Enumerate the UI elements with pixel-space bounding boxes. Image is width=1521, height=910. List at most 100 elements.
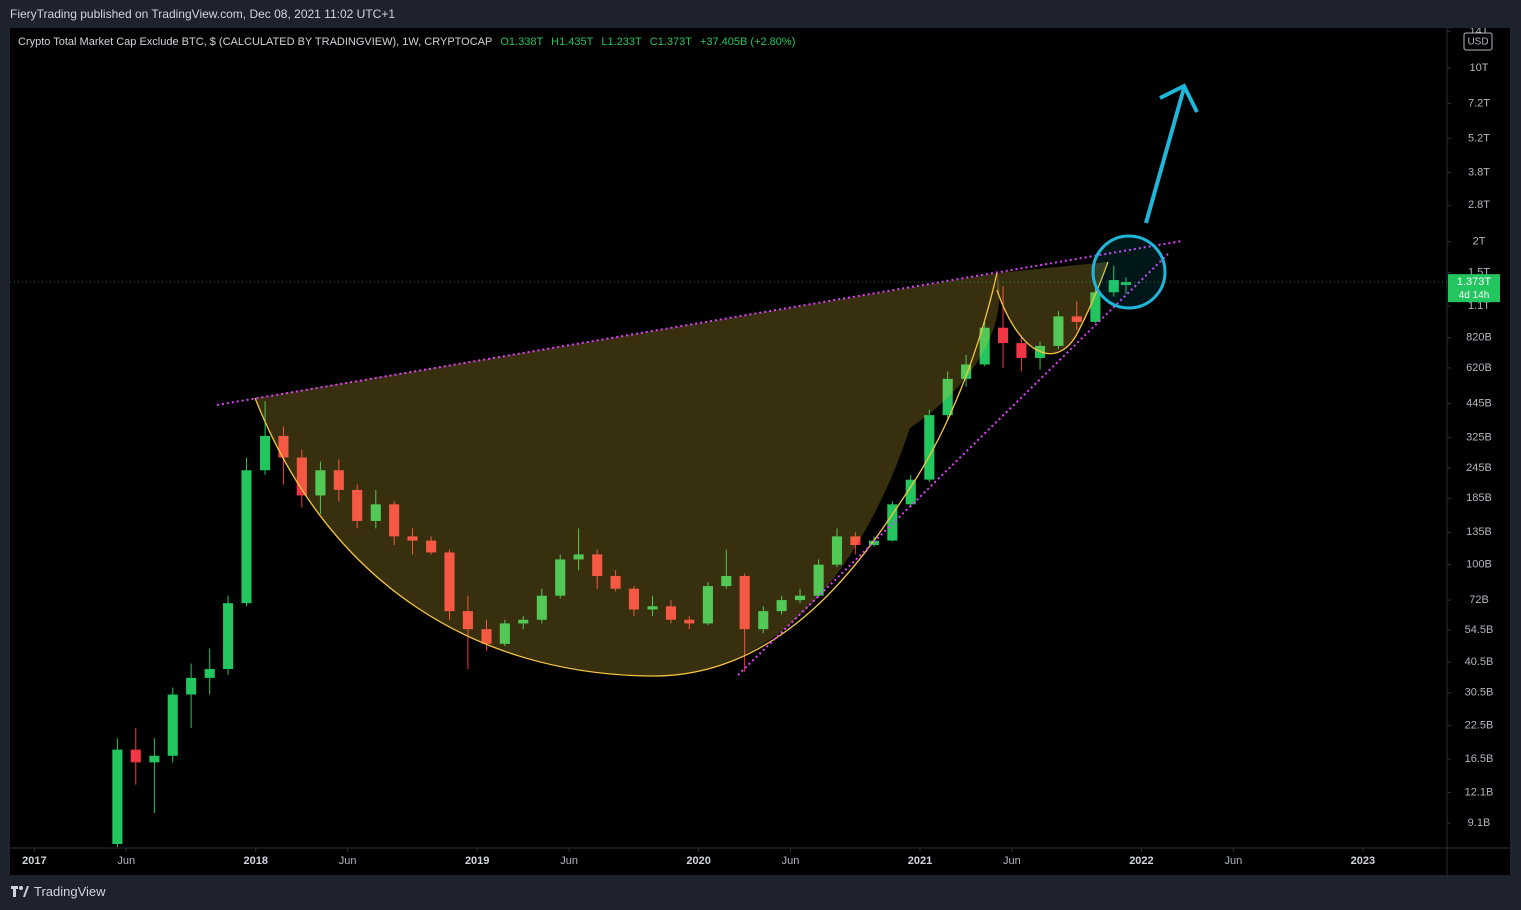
y-tick-label: 245B <box>1466 462 1492 474</box>
ohlc-value: H1.435T <box>551 36 593 48</box>
candle-body <box>407 536 418 541</box>
y-tick-label: 100B <box>1466 559 1492 571</box>
candle-body <box>794 595 806 601</box>
y-tick-label: 135B <box>1466 526 1492 538</box>
y-tick-label: 1.1T <box>1468 300 1490 312</box>
y-tick-label: 5.2T <box>1468 132 1490 144</box>
footer: TradingView <box>0 876 1521 910</box>
candle-body <box>370 504 381 521</box>
y-tick-label: 16.5B <box>1465 753 1494 765</box>
x-tick-label: Jun <box>117 855 135 867</box>
candle-body <box>702 586 713 624</box>
ohlc-legend: O1.338T H1.435T L1.233T C1.373T +37.405B (+2… <box>500 36 795 48</box>
candle-body <box>961 364 972 379</box>
candle-body <box>739 576 750 630</box>
currency-box <box>1463 32 1493 51</box>
candle-body <box>573 554 584 560</box>
candle-body <box>130 749 141 763</box>
candle-body <box>499 623 510 644</box>
y-tick-label: 445B <box>1466 398 1492 410</box>
candle-body <box>850 536 861 546</box>
candle-body <box>924 415 935 480</box>
candle-body <box>333 470 344 490</box>
candle-body <box>518 619 529 624</box>
x-tick-label: Jun <box>1003 855 1021 867</box>
axes: 14T10T7.2T5.2T3.8T2.8T2T1.5T1.1T820B620B… <box>10 28 1500 867</box>
candle-body <box>352 489 363 521</box>
x-tick-label: 2022 <box>1129 855 1153 867</box>
candle-body <box>389 504 400 537</box>
candle-body <box>887 504 898 541</box>
x-tick-label: Jun <box>1224 855 1242 867</box>
candle-body <box>1016 343 1027 358</box>
candle-body <box>665 606 676 620</box>
arrow-shaft <box>1144 87 1186 224</box>
candle-body <box>998 327 1009 344</box>
candle-body <box>684 619 695 624</box>
ohlc-value: O1.338T <box>500 36 543 48</box>
handle-curve <box>996 261 1109 355</box>
x-tick-label: 2023 <box>1351 855 1375 867</box>
candle-body <box>831 536 843 565</box>
candle-body <box>868 540 880 546</box>
y-tick-label: 30.5B <box>1465 687 1494 699</box>
resistance-line <box>216 240 1183 406</box>
y-tick-label: 7.2T <box>1468 97 1490 109</box>
candle-body <box>241 470 252 604</box>
candle-body <box>278 435 289 458</box>
candle-body <box>481 629 492 644</box>
candle-body <box>905 479 916 505</box>
x-tick-label: Jun <box>339 855 357 867</box>
chart-bg <box>10 28 1510 875</box>
candle-body <box>204 669 215 678</box>
candle-body <box>112 749 123 845</box>
y-tick-label: 2.8T <box>1468 199 1490 211</box>
candle-body <box>186 677 197 695</box>
y-tick-label: 185B <box>1466 492 1492 504</box>
candle-body <box>1053 316 1064 346</box>
ohlc-value: L1.233T <box>601 36 642 48</box>
candles <box>112 265 1131 847</box>
countdown: 4d 14h <box>1459 290 1490 301</box>
candle-body <box>721 576 732 587</box>
candle-body <box>647 606 658 610</box>
candle-body <box>1120 282 1131 285</box>
brand: TradingView <box>34 884 106 899</box>
candle-body <box>167 694 178 756</box>
candle-body <box>149 755 160 763</box>
price-tag-label: 1.373T <box>1457 276 1492 288</box>
y-tick-label: 72B <box>1469 594 1489 606</box>
arrow-head <box>1159 83 1199 113</box>
candle-body <box>536 595 547 620</box>
candle-body <box>260 435 271 471</box>
y-tick-label: 10T <box>1470 62 1489 74</box>
candle-body <box>776 600 787 612</box>
currency: USD <box>1467 37 1488 48</box>
x-tick-label: Jun <box>782 855 800 867</box>
candle-body <box>592 554 603 577</box>
top-bar: FieryTrading published on TradingView.co… <box>0 0 1521 28</box>
chart: 14T10T7.2T5.2T3.8T2.8T2T1.5T1.1T820B620B… <box>10 28 1510 875</box>
y-tick-label: 3.8T <box>1468 166 1490 178</box>
support-line <box>737 253 1169 676</box>
y-tick-label: 2T <box>1473 235 1486 247</box>
x-tick-label: 2020 <box>686 855 710 867</box>
candle-body <box>758 611 769 630</box>
x-tick-label: 2019 <box>465 855 489 867</box>
publisher: FieryTrading published on TradingView.co… <box>10 7 395 21</box>
ohlc-value: +37.405B (+2.80%) <box>700 36 795 48</box>
cup-fill <box>255 273 1000 677</box>
price-tag <box>1448 274 1500 303</box>
candle-body <box>813 564 824 596</box>
candle-body <box>462 611 473 630</box>
highlight-circle <box>1091 234 1167 310</box>
candle-body <box>610 576 621 589</box>
cup-curve <box>254 272 998 677</box>
y-tick-label: 9.1B <box>1468 817 1491 829</box>
logo <box>11 886 29 897</box>
candle-body <box>223 603 234 670</box>
y-tick-label: 325B <box>1466 431 1492 443</box>
drawings <box>216 83 1199 677</box>
candle-body <box>444 552 455 612</box>
